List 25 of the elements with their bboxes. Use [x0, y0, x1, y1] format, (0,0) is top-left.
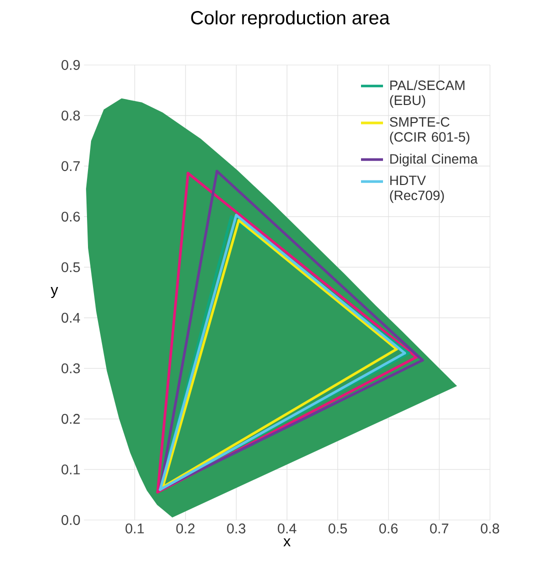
- y-axis-title: y: [50, 286, 58, 298]
- y-tick-label: 0.1: [62, 464, 80, 474]
- y-tick-label: 0.2: [62, 414, 80, 424]
- x-tick-label: 0.2: [176, 524, 195, 534]
- legend-label: PAL/SECAM (EBU): [390, 80, 464, 108]
- y-tick-label: 0.0: [62, 515, 80, 525]
- y-tick-label: 0.5: [62, 262, 80, 272]
- y-tick-label: 0.9: [62, 60, 80, 70]
- x-tick-label: 0.6: [379, 524, 398, 534]
- x-tick-label: 0.7: [430, 524, 448, 534]
- x-tick-label: 0.8: [480, 524, 500, 534]
- y-tick-label: 0.8: [62, 110, 80, 121]
- y-tick-label: 0.4: [62, 312, 80, 323]
- x-tick-label: 0.4: [278, 524, 296, 534]
- x-axis-title: x: [283, 538, 291, 546]
- y-tick-label: 0.6: [62, 212, 80, 222]
- legend-label: SMPTE-C (CCIR 601-5): [390, 117, 470, 144]
- y-tick-label: 0.7: [62, 161, 80, 172]
- y-tick-label: 0.3: [62, 363, 80, 374]
- x-tick-label: 0.3: [227, 524, 246, 534]
- legend-label: Digital Cinema: [390, 154, 478, 166]
- chart-title: Color reproduction area: [191, 10, 390, 28]
- x-tick-label: 0.1: [126, 524, 144, 534]
- legend-label: HDTV (Rec709): [390, 176, 444, 203]
- x-tick-label: 0.5: [328, 524, 347, 534]
